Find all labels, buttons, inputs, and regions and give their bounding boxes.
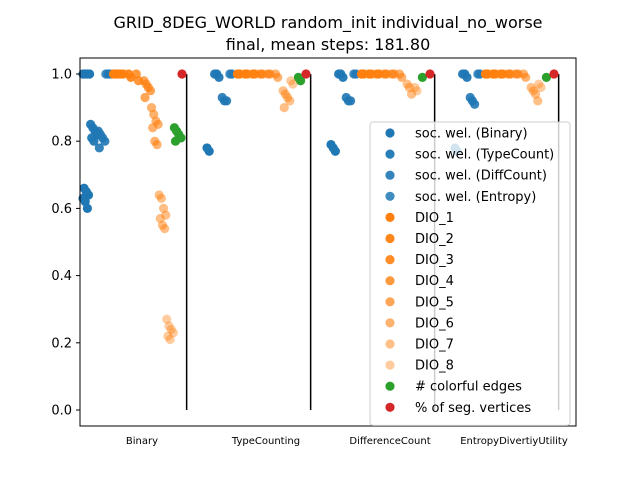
data-point [273, 72, 283, 82]
data-point [536, 82, 546, 93]
data-point [89, 136, 99, 146]
legend-marker [385, 191, 395, 201]
y-tick-label: 0.4 [51, 269, 72, 284]
legend-marker [385, 402, 395, 412]
data-point [410, 82, 420, 93]
data-points [78, 69, 559, 345]
data-point [330, 146, 340, 156]
data-point [204, 146, 214, 156]
data-point [462, 72, 472, 82]
data-point [165, 334, 175, 345]
data-point [160, 223, 170, 234]
legend-label: % of seg. vertices [415, 401, 531, 416]
y-axis: 0.0 0.2 0.4 0.6 0.8 1.0 [51, 68, 80, 419]
data-point [285, 96, 295, 106]
x-category-label: DifferenceCount [349, 436, 430, 447]
data-point [301, 69, 311, 79]
data-point [170, 136, 181, 146]
legend-marker [385, 276, 395, 286]
legend-label: DIO_2 [415, 232, 454, 247]
data-point [82, 203, 92, 213]
data-point [100, 136, 110, 146]
data-point [533, 96, 543, 106]
data-point [148, 123, 158, 133]
y-tick-label: 0.8 [51, 135, 72, 150]
data-point [84, 69, 95, 79]
legend-box [369, 121, 571, 426]
data-point [425, 69, 435, 79]
data-point [166, 324, 176, 334]
data-point [338, 72, 348, 82]
legend-label: DIO_3 [415, 253, 454, 268]
data-point [288, 79, 298, 89]
y-tick-label: 0.0 [51, 404, 72, 419]
legend-marker [385, 128, 395, 138]
data-point [406, 89, 417, 99]
data-point [94, 143, 104, 153]
legend-label: DIO_6 [415, 316, 454, 331]
data-point [541, 72, 551, 82]
data-point [521, 72, 531, 82]
legend-label: DIO_5 [415, 295, 454, 310]
data-point [286, 76, 296, 86]
legend-marker [385, 360, 395, 370]
legend-marker [385, 255, 395, 265]
data-point [156, 193, 166, 203]
legend-label: DIO_7 [415, 338, 454, 353]
legend-label: DIO_4 [415, 274, 454, 289]
data-point [417, 72, 427, 82]
legend-label: # colorful edges [415, 380, 522, 395]
legend-marker [385, 339, 395, 349]
data-point [397, 72, 407, 82]
data-point [470, 99, 480, 109]
data-point [164, 321, 174, 331]
legend-marker [385, 318, 395, 328]
x-category-label: TypeCounting [231, 436, 300, 447]
data-point [346, 96, 356, 106]
legend-marker [385, 170, 395, 180]
legend-marker [385, 149, 395, 159]
x-category-label: EntropyDivertiyUtility [460, 436, 568, 447]
data-point [162, 314, 172, 324]
legend-marker [385, 381, 395, 391]
x-category-label: Binary [126, 436, 158, 447]
data-point [152, 139, 162, 150]
data-point [295, 76, 306, 86]
data-point [214, 72, 224, 82]
legend-label: DIO_1 [415, 211, 454, 226]
data-point [177, 69, 187, 79]
y-tick-label: 1.0 [51, 68, 72, 83]
data-point [279, 103, 289, 113]
data-point [163, 331, 173, 341]
data-point [549, 69, 559, 79]
legend-marker [385, 212, 395, 222]
data-point [412, 86, 422, 96]
chart-title-line2: final, mean steps: 181.80 [226, 35, 431, 54]
chart-title-line1: GRID_8DEG_WORLD random_init individual_n… [113, 13, 542, 33]
data-point [145, 86, 156, 96]
legend: soc. wel. (Binary) soc. wel. (TypeCount) s… [369, 121, 571, 426]
legend-label: soc. wel. (TypeCount) [415, 148, 554, 163]
legend-marker [385, 297, 395, 307]
plot-frame [79, 57, 577, 427]
data-point [222, 96, 232, 106]
data-point [140, 92, 150, 103]
data-point [534, 79, 544, 89]
y-tick-label: 0.6 [51, 202, 72, 217]
y-tick-label: 0.2 [51, 336, 72, 351]
legend-label: DIO_8 [415, 359, 454, 374]
legend-marker [385, 233, 395, 244]
legend-label: soc. wel. (Binary) [415, 127, 528, 142]
data-point [168, 328, 178, 338]
x-axis: Binary TypeCounting DifferenceCount Entropy… [126, 436, 568, 447]
legend-label: soc. wel. (Entropy) [415, 190, 536, 205]
legend-label: soc. wel. (DiffCount) [415, 169, 547, 184]
